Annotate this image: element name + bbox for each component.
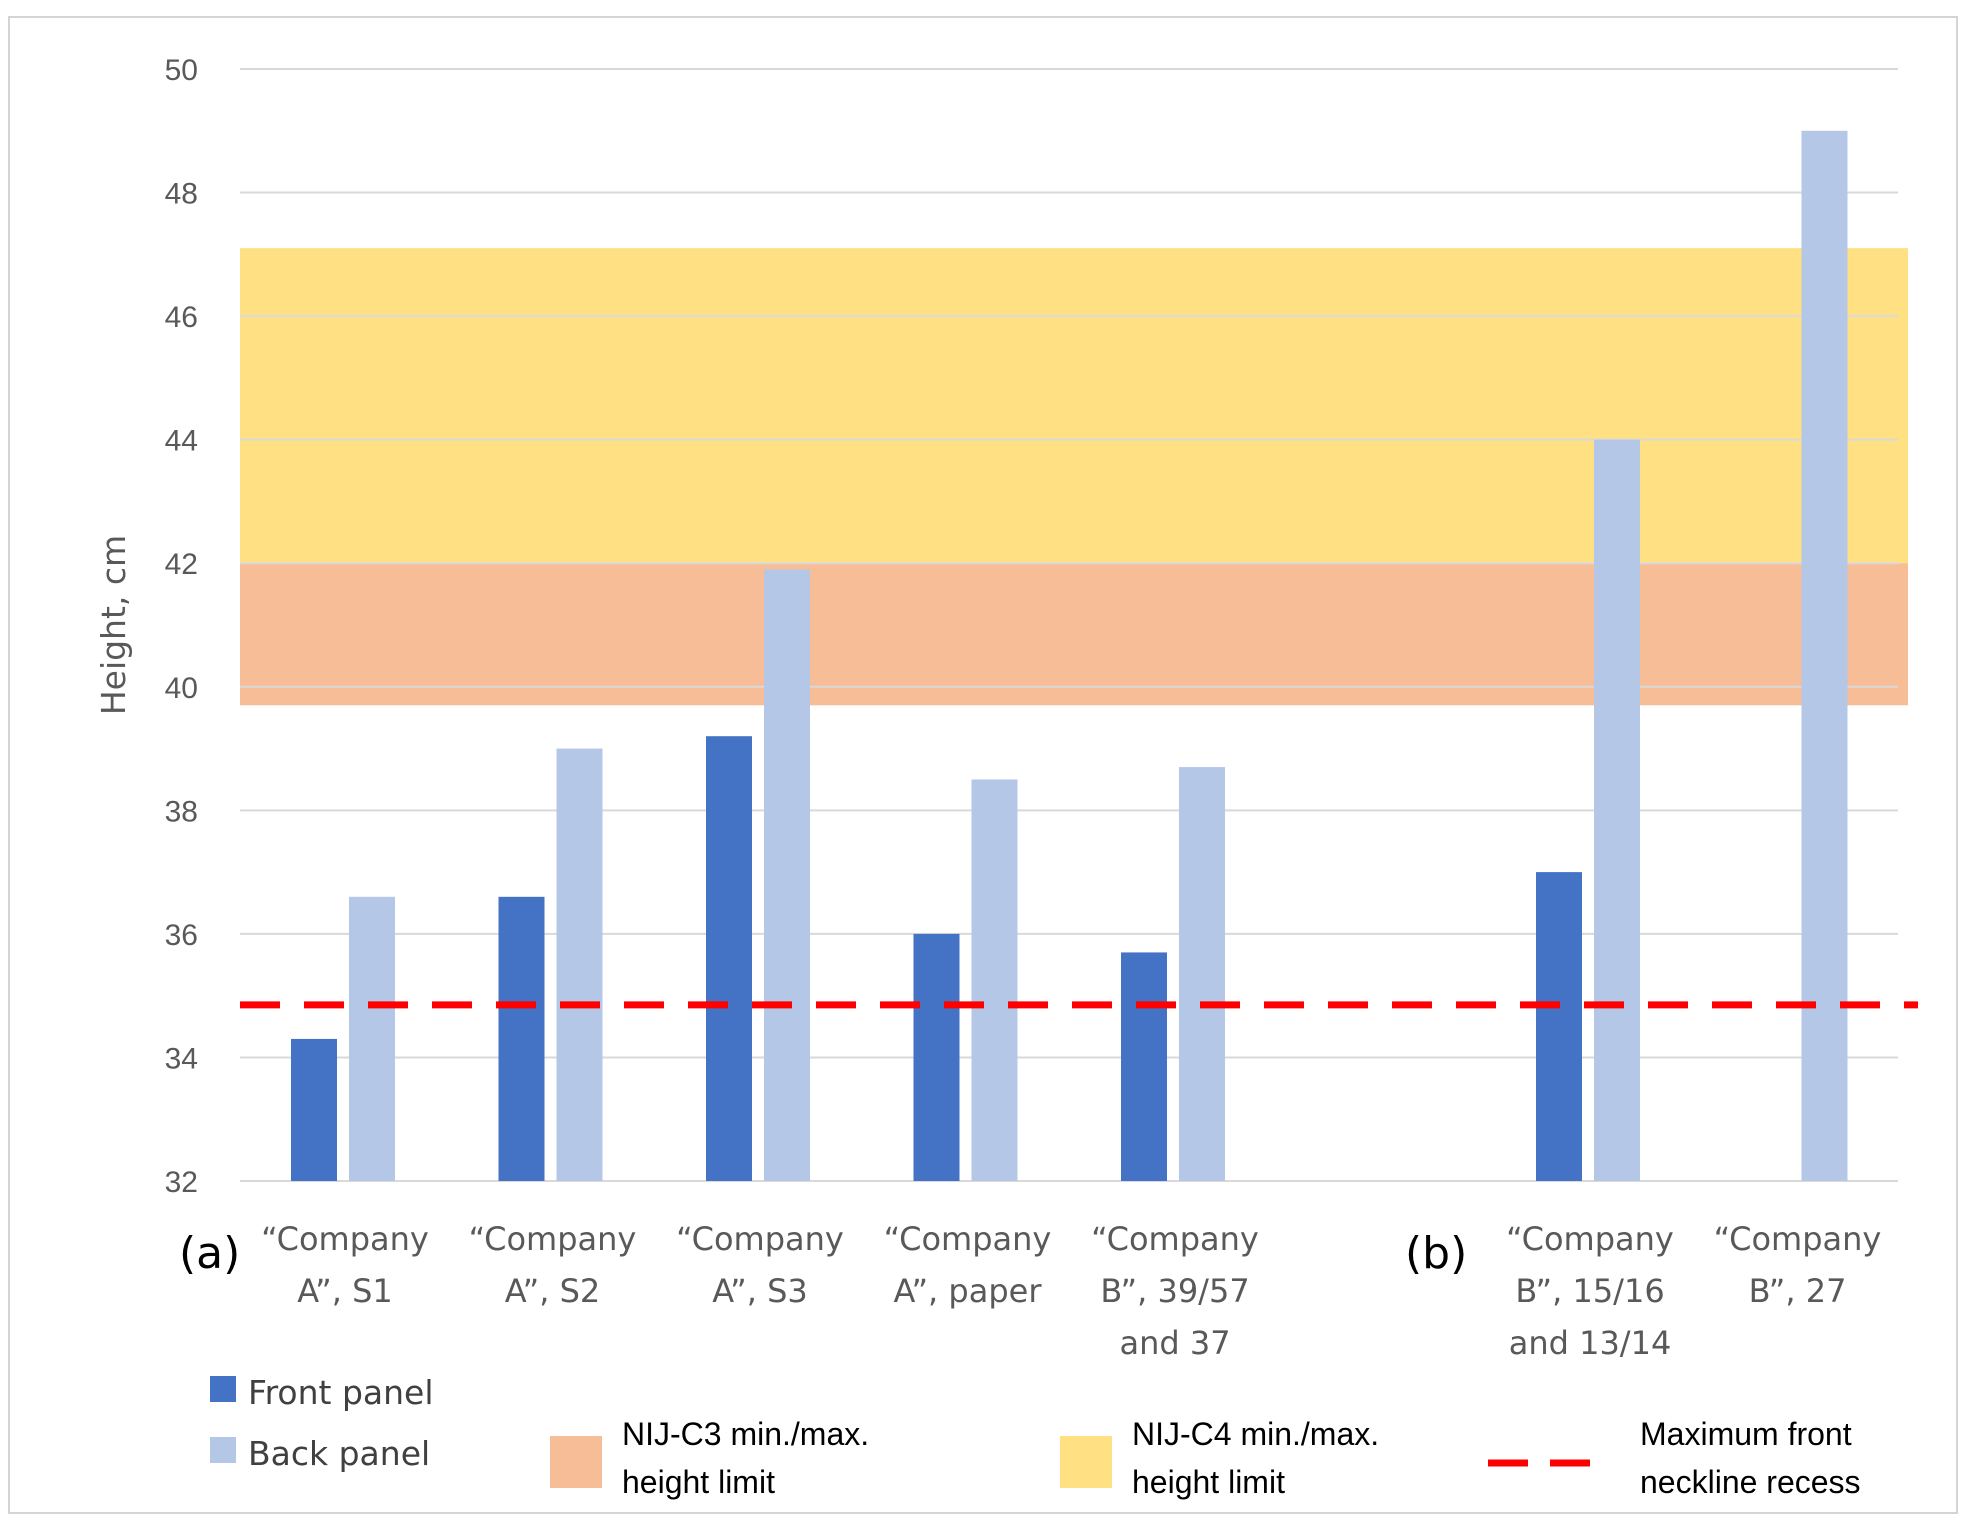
legend-band-label: height limit [1132, 1464, 1285, 1500]
y-tick-label: 40 [165, 672, 198, 705]
x-category-labels: “Company A”, S1 “Company A”, S2 “Company A”, … [261, 1220, 1881, 1362]
y-tick-label: 42 [165, 548, 198, 581]
y-tick-labels: 32 34 36 38 40 42 44 46 48 50 [165, 54, 198, 1199]
legend-swatch [210, 1376, 236, 1402]
legend-band-label: NIJ-C4 min./max. [1132, 1416, 1379, 1452]
y-axis-label: Height, cm [94, 535, 133, 715]
y-tick-label: 38 [165, 795, 198, 828]
legend: Front panel Back panel NIJ-C3 min./max. hei… [210, 1373, 1861, 1500]
x-category-label: “Company [676, 1220, 844, 1258]
back-panel-bar [764, 569, 810, 1181]
front-panel-bar [1121, 952, 1167, 1181]
limit-band-1 [240, 563, 1908, 706]
front-panel-bar [706, 736, 752, 1181]
y-tick-label: 50 [165, 54, 198, 87]
y-tick-label: 32 [165, 1166, 198, 1199]
x-category-label: “Company [261, 1220, 429, 1258]
x-category-label: “Company [1091, 1220, 1259, 1258]
front-panel-bar [291, 1038, 337, 1181]
x-category-label: B”, 27 [1749, 1272, 1847, 1310]
legend-series-label: Back panel [248, 1434, 430, 1473]
x-category-label: and 13/14 [1509, 1324, 1672, 1362]
y-tick-label: 44 [165, 425, 198, 458]
panel-label: (a) [179, 1228, 240, 1279]
front-panel-bar [498, 896, 545, 1181]
x-category-label: “Company [1714, 1220, 1882, 1258]
x-category-label: “Company [1506, 1220, 1674, 1258]
legend-series-label: Front panel [248, 1373, 434, 1412]
x-category-label: “Company [884, 1220, 1052, 1258]
x-category-label: “Company [469, 1220, 637, 1258]
legend-swatch [1060, 1436, 1112, 1488]
legend-refline-label: neckline recess [1640, 1464, 1861, 1500]
legend-swatch [550, 1436, 602, 1488]
y-tick-label: 34 [165, 1042, 198, 1075]
back-panel-bar [1801, 130, 1848, 1181]
legend-refline-label: Maximum front [1640, 1416, 1852, 1452]
legend-swatch [210, 1437, 236, 1463]
front-panel-bar [1536, 872, 1582, 1181]
panel-label: (b) [1405, 1228, 1467, 1279]
y-tick-label: 46 [165, 301, 198, 334]
front-panel-bar [913, 933, 960, 1181]
back-panel-bar [971, 779, 1018, 1181]
x-category-label: A”, S3 [712, 1272, 808, 1310]
limit-band-0 [240, 248, 1908, 564]
back-panel-bar [1179, 767, 1225, 1181]
back-panel-bar [1594, 439, 1640, 1182]
legend-band-label: NIJ-C3 min./max. [622, 1416, 869, 1452]
x-category-label: A”, paper [894, 1272, 1043, 1310]
x-category-label: B”, 15/16 [1515, 1272, 1664, 1310]
bars [291, 130, 1848, 1182]
back-panel-bar [556, 748, 603, 1181]
x-category-label: B”, 39/57 [1100, 1272, 1249, 1310]
back-panel-bar [349, 896, 395, 1181]
y-tick-label: 48 [165, 178, 198, 211]
x-category-label: and 37 [1119, 1324, 1230, 1362]
x-category-label: A”, S2 [505, 1272, 601, 1310]
panel-labels: (a) (b) [179, 1228, 1467, 1279]
legend-band-label: height limit [622, 1464, 775, 1500]
x-category-label: A”, S1 [297, 1272, 393, 1310]
y-tick-label: 36 [165, 919, 198, 952]
